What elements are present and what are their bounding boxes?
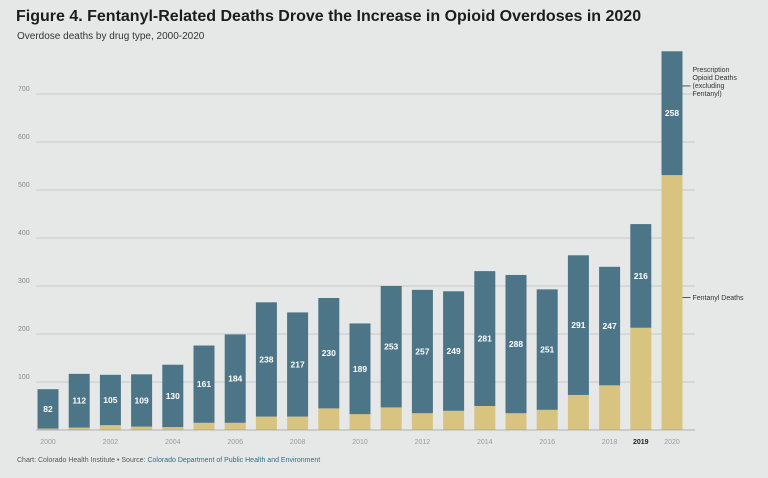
- data-label-2006: 184: [228, 374, 242, 384]
- footer-credit: Chart: Colorado Health Institute • Sourc…: [17, 457, 148, 464]
- bar-fentanyl-2004: [162, 427, 184, 430]
- chart-footer: Chart: Colorado Health Institute • Sourc…: [17, 457, 320, 464]
- bar-prescription-2016: [536, 289, 558, 410]
- bar-prescription-2008: [287, 312, 309, 417]
- x-tick-label-2019: 2019: [633, 439, 649, 446]
- bar-prescription-2015: [505, 274, 527, 414]
- data-label-2001: 112: [72, 396, 86, 406]
- y-tick-label: 700: [18, 86, 30, 93]
- bar-prescription-2006: [224, 334, 246, 423]
- bar-fentanyl-2010: [349, 414, 371, 430]
- x-tick-label-2004: 2004: [165, 439, 181, 446]
- axes: 100 200 300 400 500 600 700 2000 2002 2004 2006 200…: [18, 86, 695, 446]
- bar-prescription-2002: [99, 374, 121, 426]
- bar-fentanyl-2019: [630, 327, 652, 430]
- chart-title: Figure 4. Fentanyl-Related Deaths Drove …: [16, 8, 642, 25]
- bar-prescription-2014: [474, 271, 496, 406]
- legend-prescription-line: Prescription: [693, 67, 730, 74]
- chart-subtitle: Overdose deaths by drug type, 2000-2020: [17, 31, 205, 42]
- bar-prescription-2003: [131, 374, 153, 427]
- bar-fentanyl-2001: [68, 427, 90, 430]
- bar-fentanyl-2017: [567, 394, 589, 430]
- bar-fentanyl-2012: [411, 413, 433, 430]
- x-tick-label-2012: 2012: [415, 439, 431, 446]
- data-label-2000: 82: [43, 404, 53, 414]
- data-label-2003: 109: [135, 395, 149, 405]
- x-tick-label-2014: 2014: [477, 439, 493, 446]
- data-label-2013: 249: [447, 346, 461, 356]
- bar-fentanyl-2011: [380, 407, 402, 430]
- bar-fentanyl-2013: [443, 410, 465, 430]
- y-tick-label: 600: [18, 134, 30, 141]
- source-link[interactable]: Colorado Department of Public Health and…: [147, 457, 321, 464]
- bar-fentanyl-2018: [599, 385, 621, 430]
- bar-fentanyl-2003: [131, 426, 153, 430]
- bar-fentanyl-2014: [474, 406, 496, 430]
- bar-prescription-2001: [68, 373, 90, 428]
- x-tick-label-2002: 2002: [103, 439, 119, 446]
- data-label-2011: 253: [384, 342, 398, 352]
- y-tick-label: 200: [18, 326, 30, 333]
- bar-prescription-2004: [162, 364, 184, 428]
- data-label-2014: 281: [478, 334, 492, 344]
- bar-prescription-2010: [349, 323, 371, 415]
- x-tick-label-2008: 2008: [290, 439, 306, 446]
- bar-fentanyl-2000: [37, 428, 59, 430]
- data-label-2016: 251: [540, 345, 554, 355]
- y-tick-label: 400: [18, 230, 30, 237]
- bar-fentanyl-2008: [287, 416, 309, 430]
- data-label-2008: 217: [291, 359, 305, 369]
- y-tick-label: 500: [18, 182, 30, 189]
- bar-prescription-2000: [37, 389, 59, 429]
- bar-prescription-2017: [567, 255, 589, 395]
- bar-fentanyl-2005: [193, 422, 215, 430]
- data-label-2020: 258: [665, 108, 679, 118]
- data-label-2010: 189: [353, 364, 367, 374]
- data-label-2018: 247: [603, 321, 617, 331]
- x-tick-label-2016: 2016: [539, 439, 555, 446]
- bar-fentanyl-2020: [661, 175, 683, 430]
- legend-prescription-line: Fentanyl): [693, 91, 722, 98]
- bar-fentanyl-2016: [536, 409, 558, 430]
- bar-prescription-2007: [255, 302, 277, 417]
- bar-prescription-2012: [411, 289, 433, 414]
- bar-prescription-2005: [193, 345, 215, 423]
- bar-fentanyl-2007: [255, 416, 277, 430]
- x-tick-label-2006: 2006: [227, 439, 243, 446]
- bar-prescription-2013: [443, 291, 465, 411]
- bar-prescription-2018: [599, 266, 621, 386]
- bar-fentanyl-2009: [318, 408, 340, 430]
- y-tick-label: 100: [18, 374, 30, 381]
- bars: [37, 51, 683, 430]
- bar-prescription-2019: [630, 224, 652, 328]
- bar-fentanyl-2002: [99, 425, 121, 430]
- data-label-2005: 161: [197, 379, 211, 389]
- x-tick-label-2020: 2020: [664, 439, 680, 446]
- y-tick-label: 300: [18, 278, 30, 285]
- bar-prescription-2020: [661, 51, 683, 176]
- data-label-2015: 288: [509, 339, 523, 349]
- x-tick-label-2010: 2010: [352, 439, 368, 446]
- legend-fentanyl: Fentanyl Deaths: [693, 295, 744, 302]
- legend-prescription-line: (excluding: [693, 83, 725, 90]
- data-label-2009: 230: [322, 348, 336, 358]
- data-label-2002: 105: [103, 395, 117, 405]
- data-label-2012: 257: [415, 347, 429, 357]
- x-tick-label-2018: 2018: [602, 439, 618, 446]
- bar-fentanyl-2006: [224, 422, 246, 430]
- data-label-2017: 291: [571, 320, 585, 330]
- data-labels: 82 112 105 109 130 161 184 238 217 230 189 253 257 24…: [43, 108, 679, 414]
- data-label-2004: 130: [166, 391, 180, 401]
- x-tick-label-2000: 2000: [40, 439, 56, 446]
- bar-fentanyl-2015: [505, 413, 527, 430]
- legend-prescription-line: Opioid Deaths: [693, 75, 738, 82]
- data-label-2019: 216: [634, 271, 648, 281]
- bar-prescription-2011: [380, 286, 402, 408]
- data-label-2007: 238: [259, 354, 273, 364]
- bar-prescription-2009: [318, 298, 340, 409]
